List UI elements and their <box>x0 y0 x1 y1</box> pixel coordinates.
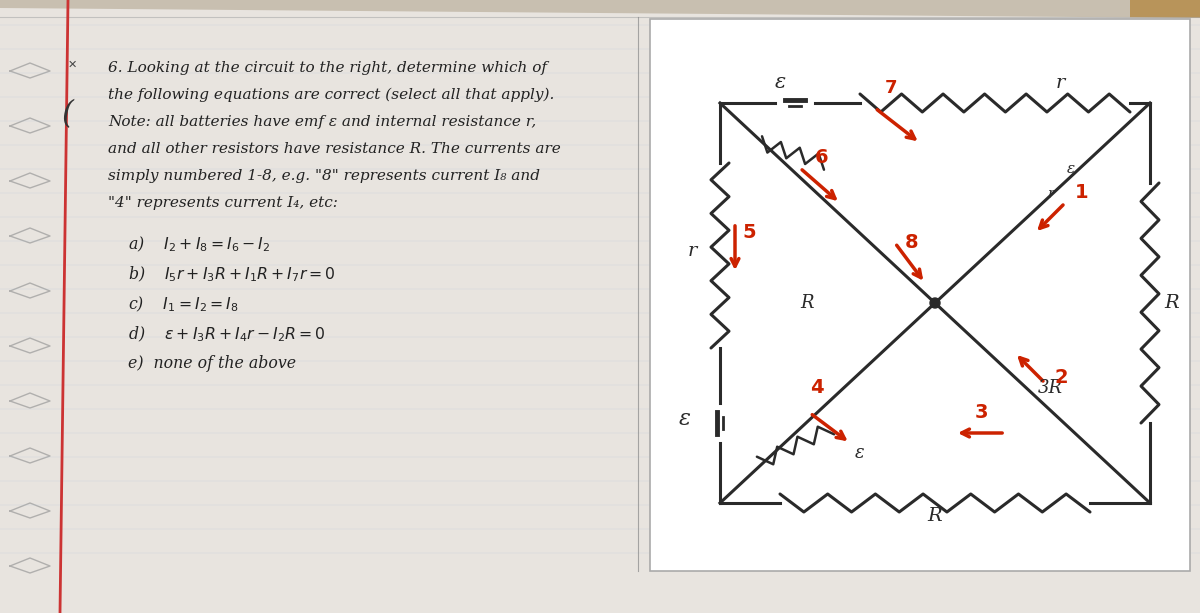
Text: "4" represents current I₄, etc:: "4" represents current I₄, etc: <box>108 196 338 210</box>
Text: 6: 6 <box>815 148 829 167</box>
Text: R: R <box>1164 294 1178 312</box>
Text: r: r <box>1046 187 1054 201</box>
FancyBboxPatch shape <box>1130 0 1200 53</box>
Text: ε: ε <box>1067 162 1075 176</box>
Text: 1: 1 <box>1075 183 1088 202</box>
Text: 5: 5 <box>742 223 756 242</box>
Text: 2: 2 <box>1055 368 1069 387</box>
Text: c)    $I_1=I_2=I_8$: c) $I_1=I_2=I_8$ <box>128 295 239 314</box>
Polygon shape <box>0 8 1200 613</box>
Text: ✕: ✕ <box>67 60 77 70</box>
Text: r: r <box>688 242 697 260</box>
Text: (: ( <box>62 99 74 130</box>
Text: R: R <box>928 507 942 525</box>
Text: 3: 3 <box>974 403 989 422</box>
Text: d)    $\varepsilon+I_3R+I_4r-I_2R=0$: d) $\varepsilon+I_3R+I_4r-I_2R=0$ <box>128 325 325 345</box>
FancyBboxPatch shape <box>0 18 1200 613</box>
Text: and all other resistors have resistance R. The currents are: and all other resistors have resistance … <box>108 142 560 156</box>
Text: e)  none of the above: e) none of the above <box>128 355 296 372</box>
Text: 3R: 3R <box>1038 379 1063 397</box>
Text: 8: 8 <box>905 233 919 252</box>
Circle shape <box>930 298 940 308</box>
Text: simply numbered 1-8, e.g. "8" represents current I₈ and: simply numbered 1-8, e.g. "8" represents… <box>108 169 540 183</box>
Text: a)    $I_2+I_8=I_6-I_2$: a) $I_2+I_8=I_6-I_2$ <box>128 235 270 254</box>
Text: b)    $I_5r+I_3R+I_1R+I_7r=0$: b) $I_5r+I_3R+I_1R+I_7r=0$ <box>128 265 336 284</box>
Text: r: r <box>1055 74 1064 92</box>
Text: 7: 7 <box>886 79 898 97</box>
Text: the following equations are correct (select all that apply).: the following equations are correct (sel… <box>108 88 554 102</box>
Text: ε: ε <box>854 444 865 462</box>
Text: R: R <box>800 294 814 312</box>
Text: ε: ε <box>679 408 691 430</box>
Text: Note: all batteries have emf ε and internal resistance r,: Note: all batteries have emf ε and inter… <box>108 115 536 129</box>
Text: ε: ε <box>774 73 786 92</box>
FancyBboxPatch shape <box>650 19 1190 571</box>
Text: 6. Looking at the circuit to the right, determine which of: 6. Looking at the circuit to the right, … <box>108 61 547 75</box>
Text: 4: 4 <box>810 378 823 397</box>
